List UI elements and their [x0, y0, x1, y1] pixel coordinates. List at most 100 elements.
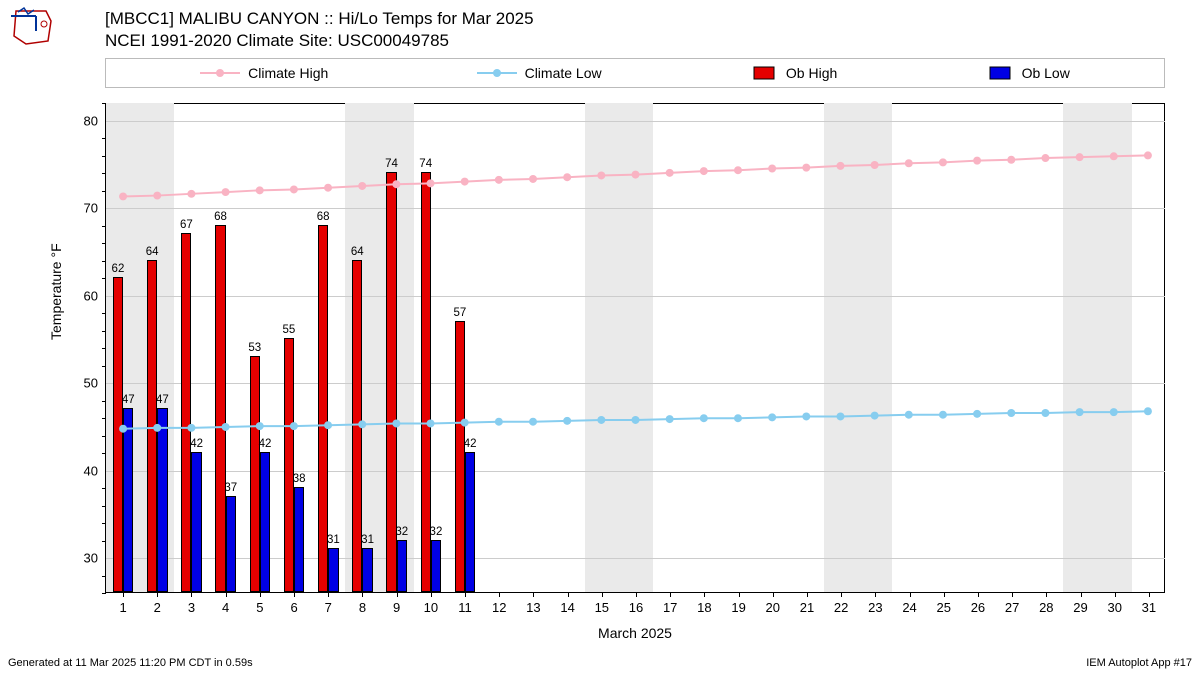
ob-high-bar-label: 53 [248, 342, 261, 354]
ob-high-bar-label: 68 [214, 211, 227, 223]
gridline [106, 121, 1165, 122]
ob-low-bar-label: 38 [293, 473, 306, 485]
ob-high-bar-label: 74 [385, 158, 398, 170]
ob-low-bar [431, 540, 441, 593]
ob-low-bar-label: 42 [190, 438, 203, 450]
y-minor-tick [102, 348, 106, 349]
y-minor-tick [102, 436, 106, 437]
ob-low-bar [465, 452, 475, 592]
ob-high-bar-label: 64 [146, 246, 159, 258]
climate-high-marker [939, 158, 947, 166]
x-tick-label: 6 [290, 592, 297, 615]
climate-high-marker [529, 175, 537, 183]
x-tick-label: 10 [424, 592, 438, 615]
climate-high-marker [222, 188, 230, 196]
ob-low-bar [362, 548, 372, 592]
y-minor-tick [102, 156, 106, 157]
y-minor-tick [102, 523, 106, 524]
x-tick-label: 28 [1039, 592, 1053, 615]
x-tick-label: 11 [458, 592, 472, 615]
x-tick-label: 2 [154, 592, 161, 615]
x-tick-label: 4 [222, 592, 229, 615]
climate-low-marker [700, 414, 708, 422]
footer-app: IEM Autoplot App #17 [1086, 657, 1192, 669]
climate-high-marker [1007, 156, 1015, 164]
ob-high-bar-label: 67 [180, 219, 193, 231]
ob-high-bar-label: 57 [453, 307, 466, 319]
ob-low-bar [157, 408, 167, 592]
y-minor-tick [102, 261, 106, 262]
ob-high-bar [455, 321, 465, 592]
legend-ob-high: Ob High [750, 65, 837, 81]
x-tick-label: 20 [766, 592, 780, 615]
legend-climate-low: Climate Low [477, 65, 602, 81]
ob-low-bar-label: 37 [224, 482, 237, 494]
climate-high-marker [700, 167, 708, 175]
climate-high-marker [905, 159, 913, 167]
ob-high-bar-label: 55 [283, 324, 296, 336]
x-tick-label: 23 [868, 592, 882, 615]
x-tick-label: 18 [697, 592, 711, 615]
y-tick-label: 30 [84, 551, 106, 566]
gridline [106, 383, 1165, 384]
ob-low-bar-label: 47 [122, 394, 135, 406]
x-tick-label: 19 [731, 592, 745, 615]
climate-low-marker [1144, 407, 1152, 415]
climate-high-marker [1041, 154, 1049, 162]
climate-high-marker [768, 164, 776, 172]
x-tick-label: 15 [595, 592, 609, 615]
x-tick-label: 5 [256, 592, 263, 615]
ob-low-bar [397, 540, 407, 593]
ob-high-bar [181, 233, 191, 592]
y-minor-tick [102, 243, 106, 244]
ob-low-bar [191, 452, 201, 592]
legend-climate-high: Climate High [200, 65, 328, 81]
climate-low-marker [734, 414, 742, 422]
y-minor-tick [102, 488, 106, 489]
climate-high-marker [290, 185, 298, 193]
x-tick-label: 3 [188, 592, 195, 615]
y-minor-tick [102, 506, 106, 507]
x-tick-label: 13 [526, 592, 540, 615]
climate-high-marker [256, 186, 264, 194]
climate-high-marker [495, 176, 503, 184]
ob-high-bar-label: 62 [112, 263, 125, 275]
ob-high-bar [284, 338, 294, 592]
ob-low-bar [226, 496, 236, 592]
climate-high-marker [973, 157, 981, 165]
x-tick-label: 14 [560, 592, 574, 615]
climate-low-marker [1007, 409, 1015, 417]
ob-low-bar-label: 42 [464, 438, 477, 450]
climate-high-marker [802, 164, 810, 172]
climate-high-marker [1144, 151, 1152, 159]
climate-high-marker [734, 166, 742, 174]
x-tick-label: 7 [325, 592, 332, 615]
ob-high-bar [147, 260, 157, 593]
y-tick-label: 60 [84, 288, 106, 303]
x-tick-label: 21 [800, 592, 814, 615]
x-tick-label: 31 [1142, 592, 1156, 615]
x-tick-label: 26 [971, 592, 985, 615]
weekend-shade [824, 103, 892, 592]
climate-high-marker [666, 169, 674, 177]
x-tick-label: 29 [1073, 592, 1087, 615]
x-tick-label: 16 [629, 592, 643, 615]
y-minor-tick [102, 103, 106, 104]
ob-low-bar [123, 408, 133, 592]
ob-low-bar [328, 548, 338, 592]
y-minor-tick [102, 366, 106, 367]
climate-high-marker [563, 173, 571, 181]
ob-high-bar-label: 68 [317, 211, 330, 223]
iem-logo [6, 6, 56, 46]
ob-high-bar-label: 64 [351, 246, 364, 258]
x-tick-label: 25 [937, 592, 951, 615]
ob-low-bar [294, 487, 304, 592]
y-minor-tick [102, 173, 106, 174]
climate-low-marker [666, 415, 674, 423]
climate-low-marker [905, 411, 913, 419]
climate-high-marker [187, 190, 195, 198]
climate-low-marker [973, 410, 981, 418]
climate-low-marker [768, 413, 776, 421]
weekend-shade [1063, 103, 1131, 592]
x-tick-label: 1 [119, 592, 126, 615]
